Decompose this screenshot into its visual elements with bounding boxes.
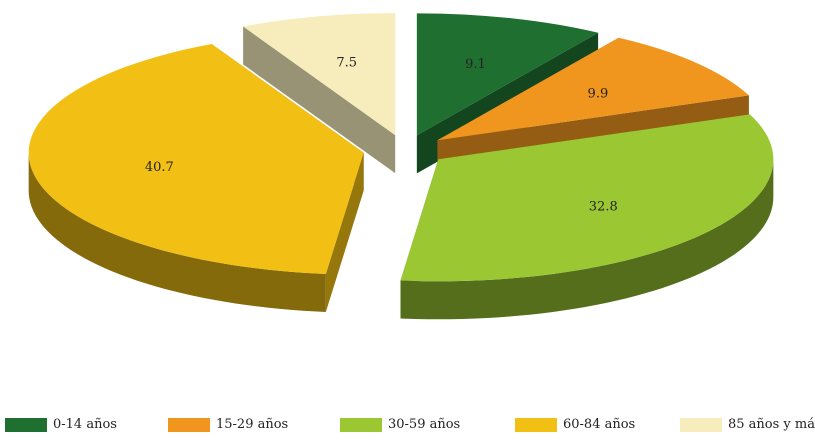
legend-swatch [515,417,557,432]
slice-top-face [437,37,749,141]
chart-legend: 0-14 años 15-29 años 30-59 años 60-84 añ… [0,417,815,439]
slice-top-face [416,13,599,136]
data-label-2: 32.8 [589,199,618,214]
pie-slice-2 [400,114,774,320]
legend-label: 30-59 años [388,417,461,432]
legend-label: 15-29 años [216,417,289,432]
legend-label: 60-84 años [563,417,636,432]
legend-swatch [680,417,722,432]
legend-item-30-59: 30-59 años [340,417,460,432]
slice-top-face [28,44,364,274]
legend-swatch [340,417,382,432]
legend-item-15-29: 15-29 años [168,417,288,432]
pie-data-labels: 9.1 9.9 32.8 40.7 7.5 [145,56,618,215]
legend-item-0-14: 0-14 años [5,417,117,432]
data-label-0: 9.1 [465,57,486,72]
pie-slice-4 [243,13,396,174]
legend-swatch [168,417,210,432]
pie-slices [28,13,774,320]
legend-swatch [5,417,47,432]
slice-top-face [243,13,396,136]
slice-top-face [400,114,774,282]
data-label-3: 40.7 [145,160,174,175]
slice-side-wall [325,152,364,312]
pie-slice-3 [28,44,364,312]
data-label-1: 9.9 [588,86,609,101]
legend-item-85-plus: 85 años y más [680,417,815,432]
legend-label: 85 años y más [728,417,815,432]
legend-label: 0-14 años [53,417,117,432]
slice-side-wall [243,26,396,174]
legend-item-60-84: 60-84 años [515,417,635,432]
pie-chart: 9.1 9.9 32.8 40.7 7.5 [28,13,774,320]
slice-outer-wall [400,159,774,320]
data-label-4: 7.5 [336,56,357,71]
slice-outer-wall [28,152,326,312]
